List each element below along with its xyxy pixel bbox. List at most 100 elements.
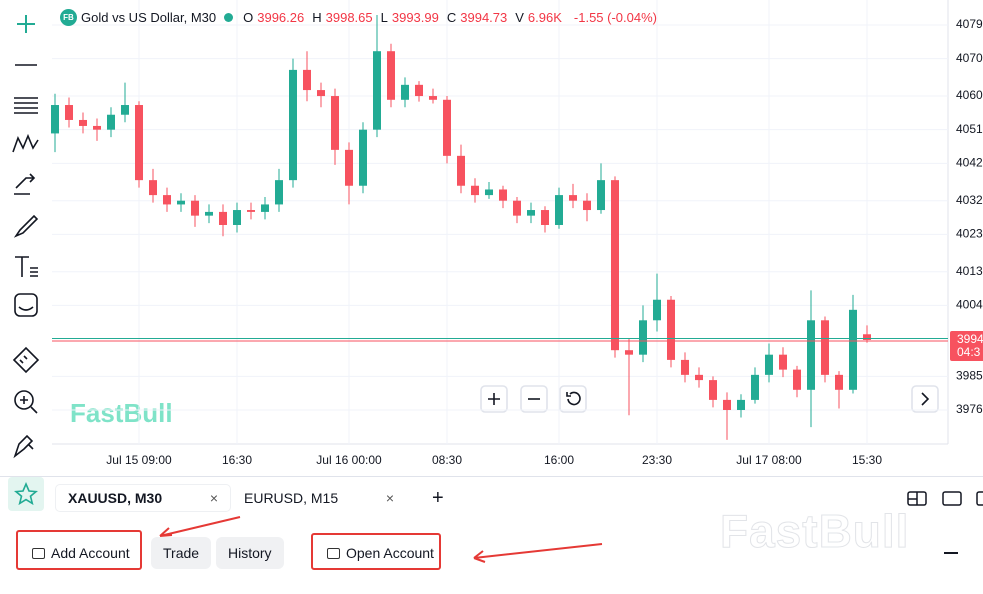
layout-single[interactable] <box>942 491 962 506</box>
candle-body <box>79 119 87 126</box>
candle-body <box>387 51 395 100</box>
y-tick-label: 4051 <box>956 122 983 136</box>
zoom-tool[interactable] <box>14 390 34 410</box>
layout-full[interactable] <box>976 491 983 506</box>
x-tick-label: Jul 17 08:00 <box>736 453 802 467</box>
y-tick-label: 4013 <box>956 264 983 278</box>
stat-label: O <box>243 10 254 25</box>
button-label: History <box>228 545 272 561</box>
price-change: -1.55 (-0.04%) <box>573 10 657 25</box>
crosshair-tool[interactable] <box>17 15 35 33</box>
candle-body <box>863 334 871 340</box>
scroll-right-glyph <box>921 392 930 406</box>
candle-body <box>625 350 633 355</box>
minimize-panel[interactable] <box>944 552 958 554</box>
candle-body <box>513 200 521 216</box>
candle-body <box>289 69 297 181</box>
stat-label: L <box>380 10 388 25</box>
tab-active[interactable]: XAUUSD, M30 × <box>56 485 230 511</box>
candle-body <box>317 90 325 97</box>
brush-tool[interactable] <box>13 214 39 238</box>
history-button[interactable]: History <box>216 537 284 569</box>
tab-label: XAUUSD, M30 <box>68 490 163 506</box>
candle-body <box>415 84 423 97</box>
emoji-tool[interactable] <box>14 293 38 317</box>
ruler-tool[interactable] <box>12 346 40 374</box>
watchlist-button[interactable] <box>8 477 44 511</box>
last-price-label: 3994 <box>957 332 983 346</box>
button-label: Add Account <box>51 545 130 561</box>
symbol-badge: FB <box>60 9 77 26</box>
add-tab[interactable]: + <box>432 486 444 509</box>
candle-body <box>107 114 115 130</box>
ohlc-stats: O 3996.26 H 3998.65 L 3993.99 C 3994.73 V 6.96K <box>243 10 570 25</box>
candle-body <box>471 185 479 196</box>
fib-tool[interactable] <box>14 97 38 114</box>
candle-body <box>373 51 381 130</box>
candle-body <box>681 359 689 375</box>
candle-body <box>247 210 255 212</box>
tab-label: EURUSD, M15 <box>244 490 339 506</box>
open-account-button[interactable]: Open Account <box>315 537 446 569</box>
y-tick-label: 4042 <box>956 155 983 169</box>
text-tool[interactable] <box>15 256 38 277</box>
candle-body <box>457 155 465 186</box>
stat-value: 3996.26 <box>257 10 305 25</box>
candle-body <box>597 180 605 211</box>
candle-body <box>261 204 269 212</box>
y-tick-label: 4023 <box>956 227 983 241</box>
candle-body <box>723 399 731 410</box>
candle-body <box>149 180 157 196</box>
candle-body <box>835 374 843 390</box>
highlight-box <box>311 533 441 570</box>
reset-chart[interactable] <box>559 385 587 413</box>
candle-body <box>709 380 717 400</box>
candle-body <box>751 374 759 400</box>
candle-body <box>401 84 409 100</box>
tab-close[interactable]: × <box>385 490 394 506</box>
candle-body <box>51 105 59 134</box>
scroll-right[interactable] <box>911 385 939 413</box>
stat-value: 3998.65 <box>325 10 373 25</box>
trade-button[interactable]: Trade <box>151 537 212 569</box>
tab-close[interactable]: × <box>209 490 218 506</box>
forecast-tool[interactable] <box>14 173 36 195</box>
candle-body <box>331 96 339 150</box>
candle-body <box>611 180 619 351</box>
y-tick-label: 4070 <box>956 51 983 65</box>
candle-body <box>499 189 507 201</box>
button-label: Open Account <box>346 545 434 561</box>
candle-body <box>555 195 563 225</box>
candle-body <box>345 149 353 186</box>
icon <box>327 547 340 559</box>
candle-body <box>93 125 101 130</box>
zoom-tool-glyph <box>20 396 38 414</box>
candle-body <box>583 200 591 211</box>
legend: FB Gold vs US Dollar, M30 O 3996.26 H 3998.… <box>60 9 657 26</box>
x-tick-label: 16:30 <box>222 453 252 467</box>
candle-body <box>695 374 703 381</box>
candle-body <box>191 200 199 216</box>
market-status <box>224 13 234 22</box>
highlight-box <box>16 530 142 570</box>
candle-body <box>443 99 451 156</box>
add-account-button[interactable]: Add Account <box>20 537 142 569</box>
candle-body <box>205 211 213 216</box>
magnet-tool[interactable] <box>13 434 34 459</box>
candle-body <box>541 210 549 225</box>
candle-body <box>359 129 367 186</box>
candle-body <box>233 210 241 225</box>
candle-body <box>177 200 185 205</box>
stat-value: 3993.99 <box>391 10 439 25</box>
candle-body <box>219 211 227 225</box>
plot: 4079 4070 4060 4051 4042 4032 4023 4013 4004 3985… <box>51 0 983 467</box>
candle-body <box>121 105 129 115</box>
x-tick-label: 08:30 <box>432 453 462 467</box>
pattern-tool[interactable] <box>12 133 39 153</box>
candle-body <box>429 96 437 100</box>
layout-icons <box>907 491 983 506</box>
candle-body <box>569 195 577 201</box>
countdown-label: 04:3 <box>957 345 981 359</box>
tab[interactable]: EURUSD, M15 × <box>232 485 406 511</box>
